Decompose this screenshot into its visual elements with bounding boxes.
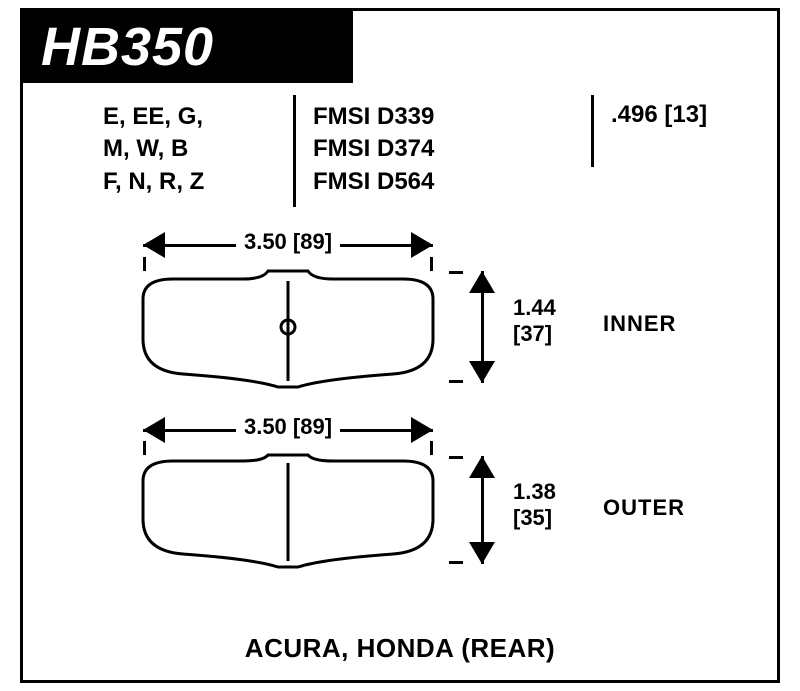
inner-pad-outline [123, 269, 453, 389]
inner-height-dimension [468, 271, 496, 383]
dim-mm: [35] [513, 505, 556, 531]
dim-tick [449, 561, 463, 564]
spec-frame: HB350 E, EE, G, M, W, B F, N, R, Z FMSI … [20, 8, 780, 683]
dim-tick [449, 456, 463, 459]
outer-pad-outline [123, 453, 453, 571]
pad-diagram-area: 3.50 [89] 1.44 [37] INNER 3.50 [89] [123, 241, 723, 621]
outer-height-label: 1.38 [35] [513, 479, 556, 532]
info-row: E, EE, G, M, W, B F, N, R, Z FMSI D339 F… [23, 101, 777, 221]
fmsi-line: FMSI D564 [313, 166, 434, 198]
separator [293, 95, 296, 207]
outer-label: OUTER [603, 495, 685, 521]
fmsi-codes: FMSI D339 FMSI D374 FMSI D564 [313, 101, 434, 198]
inner-width-dimension: 3.50 [89] [143, 231, 433, 259]
thickness-value: .496 [13] [611, 101, 707, 129]
dim-mm: [37] [513, 321, 556, 347]
separator [591, 95, 594, 167]
fmsi-line: FMSI D374 [313, 133, 434, 165]
application-footer: ACURA, HONDA (REAR) [23, 633, 777, 664]
compound-codes: E, EE, G, M, W, B F, N, R, Z [103, 101, 204, 198]
part-number-title: HB350 [23, 11, 353, 83]
dim-tick [449, 380, 463, 383]
dim-inches: 1.44 [513, 295, 556, 321]
outer-width-dimension: 3.50 [89] [143, 416, 433, 444]
codes-line: F, N, R, Z [103, 166, 204, 198]
outer-width-label: 3.50 [89] [236, 414, 340, 440]
outer-height-dimension [468, 456, 496, 564]
inner-width-label: 3.50 [89] [236, 229, 340, 255]
codes-line: E, EE, G, [103, 101, 204, 133]
fmsi-line: FMSI D339 [313, 101, 434, 133]
dim-tick [449, 271, 463, 274]
inner-label: INNER [603, 311, 676, 337]
dim-inches: 1.38 [513, 479, 556, 505]
inner-height-label: 1.44 [37] [513, 295, 556, 348]
codes-line: M, W, B [103, 133, 204, 165]
